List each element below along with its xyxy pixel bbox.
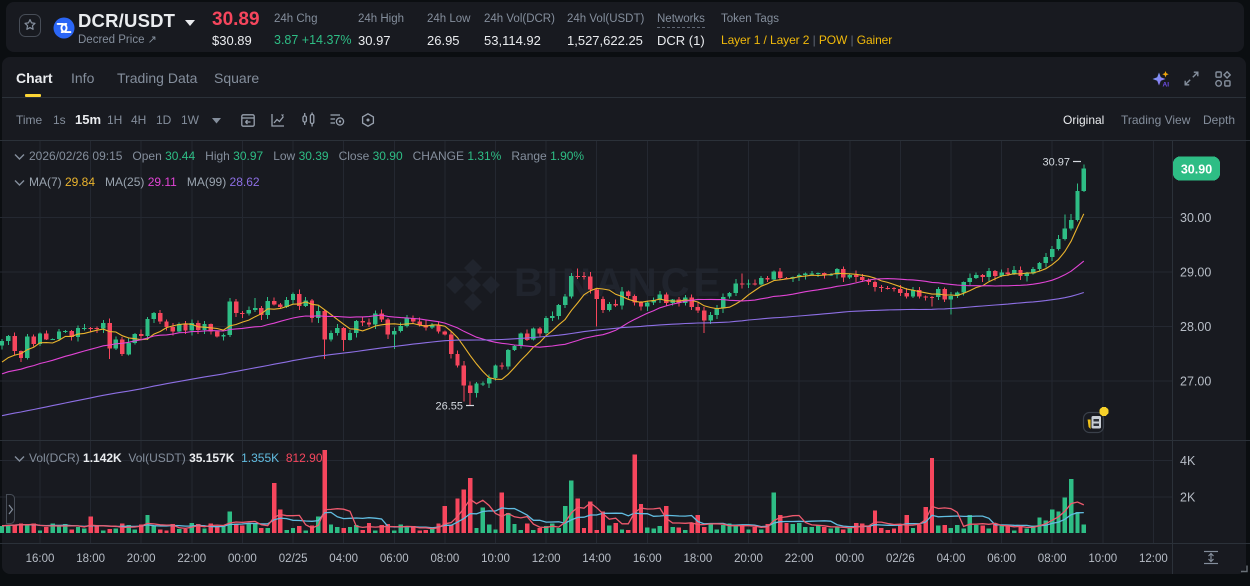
svg-text:12:00: 12:00 [532, 553, 561, 565]
svg-text:04:00: 04:00 [329, 553, 358, 565]
svg-text:16:00: 16:00 [633, 553, 662, 565]
svg-text:18:00: 18:00 [684, 553, 713, 565]
svg-text:00:00: 00:00 [835, 553, 864, 565]
svg-text:18:00: 18:00 [76, 553, 105, 565]
svg-text:22:00: 22:00 [177, 553, 206, 565]
svg-text:02/26: 02/26 [886, 553, 915, 565]
svg-text:30.97: 30.97 [1042, 157, 1070, 169]
svg-text:AI: AI [1163, 82, 1170, 89]
svg-text:30.90: 30.90 [1181, 163, 1212, 177]
svg-text:20:00: 20:00 [127, 553, 156, 565]
svg-text:12:00: 12:00 [1139, 553, 1168, 565]
svg-text:10:00: 10:00 [481, 553, 510, 565]
svg-text:10:00: 10:00 [1088, 553, 1117, 565]
svg-text:06:00: 06:00 [987, 553, 1016, 565]
svg-text:14:00: 14:00 [582, 553, 611, 565]
svg-text:06:00: 06:00 [380, 553, 409, 565]
svg-text:28.00: 28.00 [1180, 320, 1211, 334]
svg-text:20:00: 20:00 [734, 553, 763, 565]
svg-text:08:00: 08:00 [431, 553, 460, 565]
svg-text:26.55: 26.55 [435, 401, 463, 413]
svg-text:02/25: 02/25 [279, 553, 308, 565]
svg-text:29.00: 29.00 [1180, 265, 1211, 279]
svg-text:27.00: 27.00 [1180, 374, 1211, 388]
svg-text:08:00: 08:00 [1038, 553, 1067, 565]
svg-text:04:00: 04:00 [937, 553, 966, 565]
svg-text:22:00: 22:00 [785, 553, 814, 565]
svg-text:2K: 2K [1180, 490, 1196, 504]
svg-text:4K: 4K [1180, 454, 1196, 468]
svg-text:16:00: 16:00 [26, 553, 55, 565]
svg-text:00:00: 00:00 [228, 553, 257, 565]
svg-text:30.00: 30.00 [1180, 211, 1211, 225]
